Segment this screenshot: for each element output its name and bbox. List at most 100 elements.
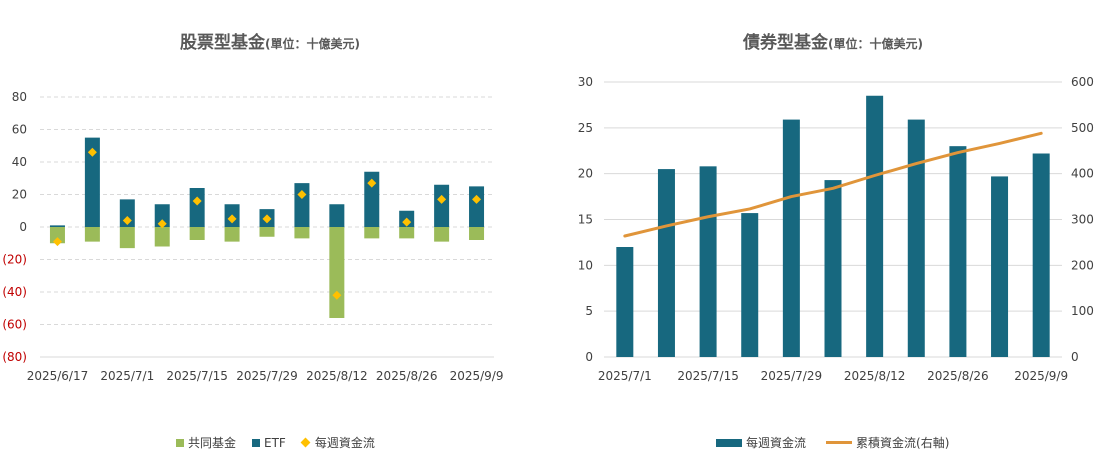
y-tick-label: 15 (578, 213, 593, 227)
legend-label-etf: ETF (264, 435, 286, 450)
legend-swatch-cumulative (826, 441, 853, 444)
y-right-tick-label: 300 (1071, 213, 1094, 227)
y-right-tick-label: 200 (1071, 258, 1094, 272)
x-tick-label: 2025/6/17 (27, 369, 89, 383)
etf-bar (49, 225, 65, 227)
weekly-flow-bar (824, 180, 842, 357)
weekly-flow-marker (87, 147, 97, 157)
x-tick-label: 2025/8/12 (306, 369, 368, 383)
weekly-flow-bar (741, 213, 759, 357)
equity-chart-legend: 共同基金 ETF 每週資金流 (176, 434, 391, 451)
bond-chart-plot: 30 25 20 15 10 5 0 600 500 400 300 200 100 0 2025/7/1 2… (578, 75, 1094, 383)
legend-label-weekly-bond: 每週資金流 (746, 436, 807, 450)
mutual-fund-bar (434, 227, 450, 242)
y-tick-label: 20 (12, 188, 27, 202)
y-tick-label: 80 (12, 90, 27, 104)
x-tick-label: 2025/7/1 (598, 369, 652, 383)
weekly-flow-marker (122, 216, 132, 225)
legend-item-mutual: 共同基金 (176, 434, 236, 451)
x-tick-label: 2025/7/29 (236, 369, 298, 383)
equity-chart-plot: 80 60 40 20 0 (20) (40) (60) (80)2025/6/17 2025/7… (2, 90, 504, 383)
weekly-flow-bar (907, 119, 925, 357)
weekly-flow-marker (157, 219, 167, 229)
legend-swatch-weekly-bond (716, 438, 742, 447)
legend-item-weekly-bond: 每週資金流 (716, 434, 806, 451)
weekly-flow-marker (192, 196, 202, 206)
x-tick-label: 2025/9/9 (1014, 369, 1068, 383)
legend-item-cumulative: 累積資金流(右軸) (826, 434, 949, 451)
etf-bar (364, 171, 380, 227)
mutual-fund-bar (224, 227, 240, 242)
x-tick-label: 2025/7/15 (677, 369, 739, 383)
etf-bar (154, 204, 170, 227)
legend-item-weekly: 每週資金流 (300, 434, 375, 451)
weekly-flow-marker (437, 194, 447, 204)
mutual-fund-bar (364, 227, 380, 239)
legend-label-mutual: 共同基金 (188, 436, 237, 450)
y-right-tick-label: 600 (1071, 75, 1094, 89)
y-tick-label: (80) (2, 350, 27, 364)
bond-chart-title-main: 債券型基金 (743, 33, 828, 53)
equity-chart-title: 股票型基金(單位：十億美元) (0, 28, 540, 53)
mutual-fund-bar (154, 227, 170, 247)
weekly-flow-bar (699, 166, 717, 357)
y-right-tick-label: 0 (1071, 350, 1079, 364)
etf-bar (469, 186, 485, 227)
legend-item-etf: ETF (252, 436, 286, 450)
etf-bar (294, 183, 310, 227)
etf-bar (329, 204, 345, 227)
mutual-fund-bar (399, 227, 415, 239)
legend-swatch-etf (252, 438, 261, 447)
bond-chart-title-unit: (單位：十億美元) (828, 37, 923, 51)
x-tick-label: 2025/9/9 (450, 369, 504, 383)
equity-chart-title-unit: (單位：十億美元) (265, 37, 360, 51)
y-tick-label: (60) (2, 318, 27, 332)
mutual-fund-bar (469, 227, 485, 240)
weekly-flow-marker (227, 214, 237, 224)
x-tick-label: 2025/8/26 (376, 369, 438, 383)
x-tick-label: 2025/8/12 (844, 369, 906, 383)
y-tick-label: (40) (2, 285, 27, 299)
weekly-flow-marker (332, 290, 342, 300)
y-tick-label: 40 (12, 155, 27, 169)
etf-bar (434, 184, 450, 227)
equity-chart-title-main: 股票型基金 (180, 33, 265, 53)
x-tick-label: 2025/7/1 (100, 369, 154, 383)
weekly-flow-bar (1032, 153, 1050, 357)
weekly-flow-bar (991, 176, 1009, 357)
mutual-fund-bar (84, 227, 100, 242)
weekly-flow-marker (297, 190, 307, 199)
y-right-tick-label: 100 (1071, 304, 1094, 318)
y-tick-label: (20) (2, 253, 27, 267)
weekly-flow-marker (402, 217, 412, 227)
weekly-flow-bar (657, 169, 675, 357)
weekly-flow-bar (782, 119, 800, 357)
bond-chart-title: 債券型基金(單位：十億美元) (560, 28, 1106, 53)
etf-bar (189, 188, 205, 227)
y-tick-label: 20 (578, 167, 593, 181)
y-tick-label: 60 (12, 123, 27, 137)
y-tick-label: 25 (578, 121, 593, 135)
legend-label-weekly: 每週資金流 (314, 436, 375, 450)
weekly-flow-marker (472, 194, 482, 204)
etf-bar (84, 137, 100, 227)
x-tick-label: 2025/7/29 (761, 369, 823, 383)
weekly-flow-bar (616, 247, 634, 357)
weekly-flow-bar (866, 95, 884, 357)
legend-swatch-weekly (300, 437, 311, 448)
x-tick-label: 2025/8/26 (927, 369, 989, 383)
y-tick-label: 30 (578, 75, 593, 89)
weekly-flow-marker (52, 237, 62, 247)
mutual-fund-bar (189, 227, 205, 240)
weekly-flow-bar (949, 146, 967, 357)
mutual-fund-bar (119, 227, 135, 249)
bond-chart-legend: 每週資金流 累積資金流(右軸) (716, 434, 965, 451)
cumulative-flow-line (623, 131, 1043, 238)
equity-fund-chart: 股票型基金(單位：十億美元) 80 60 40 20 0 (20) (40) (60) (80)… (0, 0, 540, 453)
x-tick-label: 2025/7/15 (166, 369, 228, 383)
y-tick-label: 5 (585, 304, 593, 318)
mutual-fund-bar (49, 227, 65, 244)
y-tick-label: 0 (19, 220, 27, 234)
legend-swatch-mutual (176, 438, 184, 447)
legend-label-cumulative: 累積資金流(右軸) (856, 436, 950, 450)
